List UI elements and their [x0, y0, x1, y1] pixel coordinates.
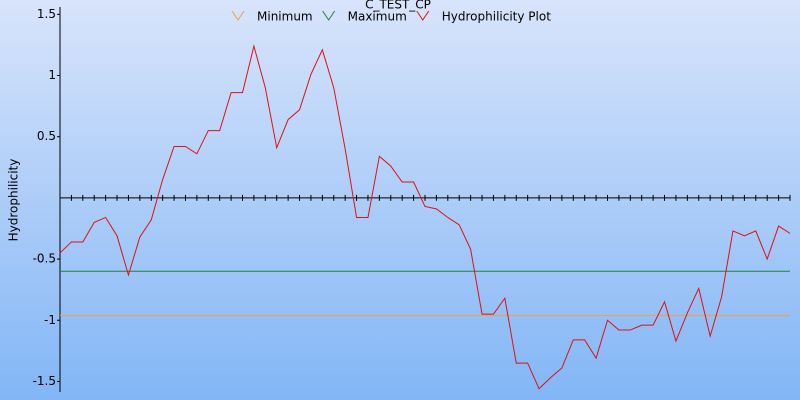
chart-title: C_TEST_CP	[365, 0, 431, 12]
legend-icon	[322, 10, 336, 21]
legend-label: Minimum	[257, 10, 313, 24]
y-tick-label: 1.5	[37, 7, 56, 21]
legend-icon	[416, 10, 430, 21]
legend-label: Maximum	[348, 10, 407, 24]
y-tick-label: -0.5	[33, 252, 56, 266]
y-tick-label: 0.5	[37, 129, 56, 143]
y-tick-label: 1	[48, 68, 56, 82]
y-axis-label: Hydrophilicity	[7, 159, 21, 242]
y-tick-label: -1	[44, 313, 56, 327]
legend-label: Hydrophilicity Plot	[442, 10, 551, 24]
y-tick-label: -1.5	[33, 374, 56, 388]
legend-icon	[231, 10, 245, 21]
data-line	[59, 44, 791, 390]
